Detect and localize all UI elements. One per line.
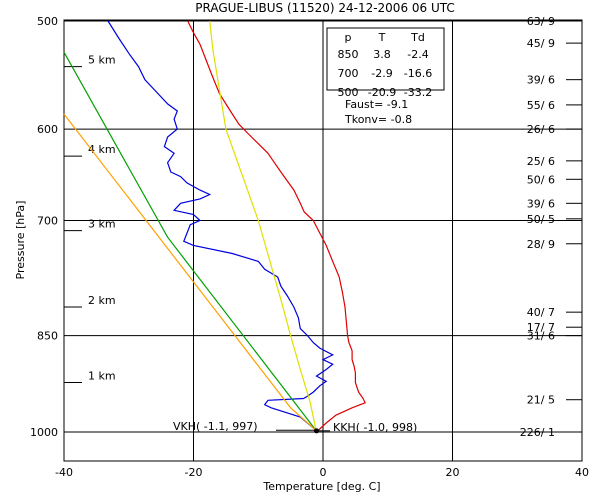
kkh-label: KKH( -1.0, 998) <box>333 421 417 434</box>
x-tick-label: 40 <box>575 466 589 479</box>
wind-label: 25/ 6 <box>527 155 555 168</box>
chart-title: PRAGUE-LIBUS (11520) 24-12-2006 06 UTC <box>195 1 455 15</box>
height-marks: 5 km 4 km 3 km 2 km 1 km <box>64 54 116 384</box>
table-cell: -16.6 <box>404 67 432 80</box>
x-tick-label: -20 <box>185 466 203 479</box>
table-cell: 700 <box>338 67 359 80</box>
series-line <box>63 113 317 431</box>
wind-labels: 63/ 9 45/ 9 39/ 6 55/ 6 26/ 6 25/ 6 50/ 6 39/ 6… <box>520 15 582 439</box>
wind-label: 50/ 5 <box>527 213 555 226</box>
table-header: Td <box>410 31 425 44</box>
table-cell: 3.8 <box>373 48 391 61</box>
wind-label: 50/ 6 <box>527 173 555 186</box>
series-line <box>209 20 318 433</box>
y-tick-labels: 500 600 700 850 1000 <box>30 15 58 439</box>
surface-point <box>314 428 320 434</box>
height-label: 1 km <box>88 370 116 383</box>
table-header: p <box>345 31 352 44</box>
x-tick-label: 0 <box>320 466 327 479</box>
height-label: 2 km <box>88 294 116 307</box>
height-label: 4 km <box>88 143 116 156</box>
wind-label: 39/ 6 <box>527 74 555 87</box>
wind-label: 55/ 6 <box>527 99 555 112</box>
y-tick-label: 600 <box>37 123 58 136</box>
table-header: T <box>378 31 386 44</box>
height-label: 5 km <box>88 54 116 67</box>
data-table-box <box>326 27 445 91</box>
wind-label: 63/ 9 <box>527 15 555 28</box>
table-cell: 500 <box>338 86 359 99</box>
tkonv-value: Tkonv= -0.8 <box>344 113 412 126</box>
table-cell: 850 <box>338 48 359 61</box>
series-line <box>187 20 366 433</box>
wind-label: 26/ 6 <box>527 123 555 136</box>
series-line <box>107 20 335 431</box>
wind-label: 17/ 7 <box>527 321 555 334</box>
height-label: 3 km <box>88 218 116 231</box>
data-table: p T Td 850 3.8 -2.4 700 -2.9 -16.6 500 -20.9 -33.2 <box>326 27 445 99</box>
y-tick-label: 700 <box>37 215 58 228</box>
x-tick-label: -40 <box>55 466 73 479</box>
grid <box>64 20 582 461</box>
x-axis-label: Temperature [deg. C] <box>262 480 380 493</box>
vkh-label: VKH( -1.1, 997) <box>173 420 258 433</box>
table-cell: -33.2 <box>404 86 432 99</box>
annotation-layer: VKH( -1.1, 997) KKH( -1.0, 998) <box>173 420 417 434</box>
y-tick-label: 850 <box>37 330 58 343</box>
y-tick-label: 1000 <box>30 426 58 439</box>
wind-label: 40/ 7 <box>527 306 555 319</box>
table-content: p T Td 850 3.8 -2.4 700 -2.9 -16.6 500 -20.9 -33.2 <box>338 31 433 99</box>
series-layer <box>63 20 366 433</box>
table-cell: -2.4 <box>407 48 428 61</box>
wind-label: 21/ 5 <box>527 394 555 407</box>
wind-label: 31/ 6 <box>527 330 555 343</box>
wind-label: 39/ 6 <box>527 197 555 210</box>
wind-label: 226/ 1 <box>520 426 555 439</box>
wind-label: 45/ 9 <box>527 37 555 50</box>
faust-value: Faust= -9.1 <box>345 98 408 111</box>
series-line <box>63 51 317 431</box>
wind-label: 28/ 9 <box>527 238 555 251</box>
table-cell: -20.9 <box>368 86 396 99</box>
y-axis-label: Pressure [hPa] <box>14 201 27 280</box>
x-tick-labels: -40 -20 0 20 40 <box>55 466 589 479</box>
table-cell: -2.9 <box>371 67 392 80</box>
x-tick-label: 20 <box>446 466 460 479</box>
y-tick-label: 500 <box>37 15 58 28</box>
